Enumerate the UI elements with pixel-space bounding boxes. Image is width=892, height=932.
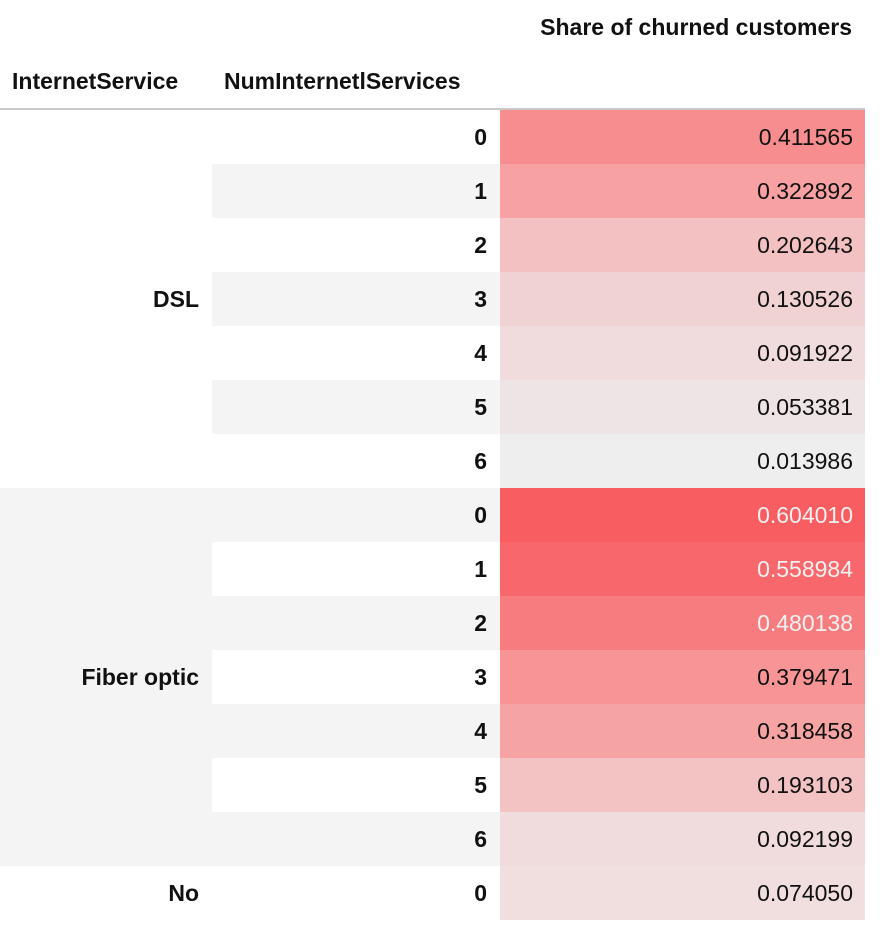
value-cell: 0.480138 [500, 596, 865, 650]
table-row: 5 0.053381 [0, 380, 865, 434]
table-row: 0 0.074050 [0, 866, 865, 920]
table-row: 1 0.322892 [0, 164, 865, 218]
value-cell: 0.092199 [500, 812, 865, 866]
row-index-cell: 6 [474, 447, 487, 474]
row-index-cell: 0 [474, 879, 487, 906]
table-row: 2 0.480138 [0, 596, 865, 650]
header-divider [0, 108, 865, 110]
table-row: 3 0.379471 [0, 650, 865, 704]
row-index-cell: 4 [212, 704, 500, 758]
row-index-cell: 0 [474, 123, 487, 150]
row-index-cell: 2 [212, 596, 500, 650]
row-index-cell: 1 [212, 164, 500, 218]
row-index-cell: 4 [474, 339, 487, 366]
index-name-num-internet-services: NumInternetlServices [224, 68, 461, 94]
value-cell: 0.202643 [500, 218, 865, 272]
value-cell: 0.053381 [500, 380, 865, 434]
group-label: No [168, 879, 199, 906]
row-index-cell: 3 [474, 663, 487, 690]
value-cell: 0.091922 [500, 326, 865, 380]
table-row: 2 0.202643 [0, 218, 865, 272]
table-row: 4 0.091922 [0, 326, 865, 380]
value-cell: 0.318458 [500, 704, 865, 758]
row-index-cell: 3 [212, 272, 500, 326]
row-group: Fiber optic 0 0.604010 1 0.558984 2 0.480138 3 0… [0, 488, 865, 866]
row-index-cell: 5 [474, 771, 487, 798]
table-row: 0 0.411565 [0, 110, 865, 164]
value-cell: 0.193103 [500, 758, 865, 812]
row-index-cell: 5 [212, 380, 500, 434]
row-group: No 0 0.074050 [0, 866, 865, 920]
table-row: 5 0.193103 [0, 758, 865, 812]
index-name-internet-service: InternetService [12, 68, 179, 94]
column-header-share-churned: Share of churned customers [540, 14, 852, 40]
row-index-cell: 2 [474, 231, 487, 258]
table-row: 3 0.130526 [0, 272, 865, 326]
row-index-cell: 0 [212, 488, 500, 542]
value-cell: 0.558984 [500, 542, 865, 596]
table-row: 0 0.604010 [0, 488, 865, 542]
table-row: 6 0.092199 [0, 812, 865, 866]
table-row: 1 0.558984 [0, 542, 865, 596]
table-row: 6 0.013986 [0, 434, 865, 488]
group-label: Fiber optic [0, 488, 212, 866]
row-group: DSL 0 0.411565 1 0.322892 2 0.202643 3 0.130526 4… [0, 110, 865, 488]
group-label: DSL [153, 285, 199, 312]
value-cell: 0.411565 [500, 110, 865, 164]
value-cell: 0.604010 [500, 488, 865, 542]
table-row: 4 0.318458 [0, 704, 865, 758]
value-cell: 0.074050 [500, 866, 865, 920]
value-cell: 0.013986 [500, 434, 865, 488]
row-index-cell: 6 [212, 812, 500, 866]
value-cell: 0.322892 [500, 164, 865, 218]
value-cell: 0.130526 [500, 272, 865, 326]
row-index-cell: 1 [474, 555, 487, 582]
value-cell: 0.379471 [500, 650, 865, 704]
table-body: DSL 0 0.411565 1 0.322892 2 0.202643 3 0.130526 4… [0, 110, 865, 920]
